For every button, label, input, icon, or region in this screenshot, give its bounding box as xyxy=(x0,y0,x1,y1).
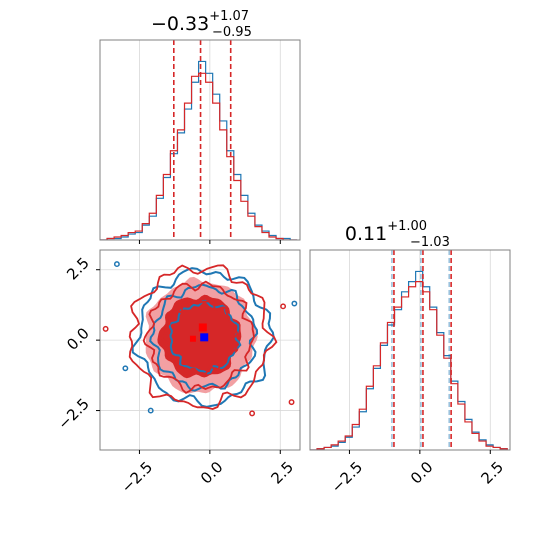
contour-line-red xyxy=(142,280,255,395)
peak-marker-red xyxy=(198,323,207,332)
marginal-y-histogram-panel: −2.5 0.0 2.5 0.11+1.00 −1.03 xyxy=(309,219,511,497)
outlier-point xyxy=(102,325,109,332)
marginal-y-title-sup: +1.00 xyxy=(387,219,427,234)
outlier-point xyxy=(147,407,154,414)
outlier-point xyxy=(280,303,287,310)
marginal-x-title-sup: +1.07 xyxy=(209,9,249,24)
x-tick-label: 0.0 xyxy=(197,458,227,488)
histogram-series-0 xyxy=(100,60,298,240)
histogram-series-0 xyxy=(310,270,508,450)
marginal-y-title-main: 0.11 xyxy=(345,223,387,245)
contour-line-blue xyxy=(131,267,275,408)
outlier-point xyxy=(113,261,120,268)
peak-marker-red-alt xyxy=(189,335,196,342)
peak-marker-blue xyxy=(200,333,209,342)
outlier-point xyxy=(122,365,129,372)
histogram-series-1 xyxy=(310,281,508,450)
x-tick-label: −2.5 xyxy=(118,458,156,496)
histogram-series-1 xyxy=(100,72,298,240)
contour-line-blue xyxy=(168,299,242,375)
y-tick-label: 2.5 xyxy=(63,254,93,284)
marginal-x-title: −0.33+1.07 xyxy=(151,9,249,35)
outlier-point xyxy=(249,410,256,417)
x-tick-label: −2.5 xyxy=(328,458,366,496)
marginal-x-title-main: −0.33 xyxy=(151,13,209,35)
y-tick-label: 0.0 xyxy=(63,324,93,354)
marginal-x-frame xyxy=(99,39,301,241)
x-tick-label: 2.5 xyxy=(267,458,297,488)
joint-frame xyxy=(99,249,301,451)
x-tick-label: 0.0 xyxy=(407,458,437,488)
marginal-y-title: 0.11+1.00 xyxy=(345,219,427,245)
contour-line-red xyxy=(128,264,278,410)
marginal-x-histogram-panel: −0.33+1.07 −0.95 xyxy=(99,9,301,244)
outlier-point xyxy=(291,300,298,307)
x-tick-label: 2.5 xyxy=(477,458,507,488)
marginal-y-frame xyxy=(309,249,511,451)
contour-line-red xyxy=(161,299,239,376)
outlier-point xyxy=(288,399,295,406)
joint-contour-panel: −2.5 0.0 2.5 −2.5 0.0 2.5 xyxy=(54,249,301,497)
y-tick-label: −2.5 xyxy=(54,395,92,433)
marginal-x-title-sub: −0.95 xyxy=(212,25,252,40)
marginal-y-title-sub: −1.03 xyxy=(410,235,450,250)
